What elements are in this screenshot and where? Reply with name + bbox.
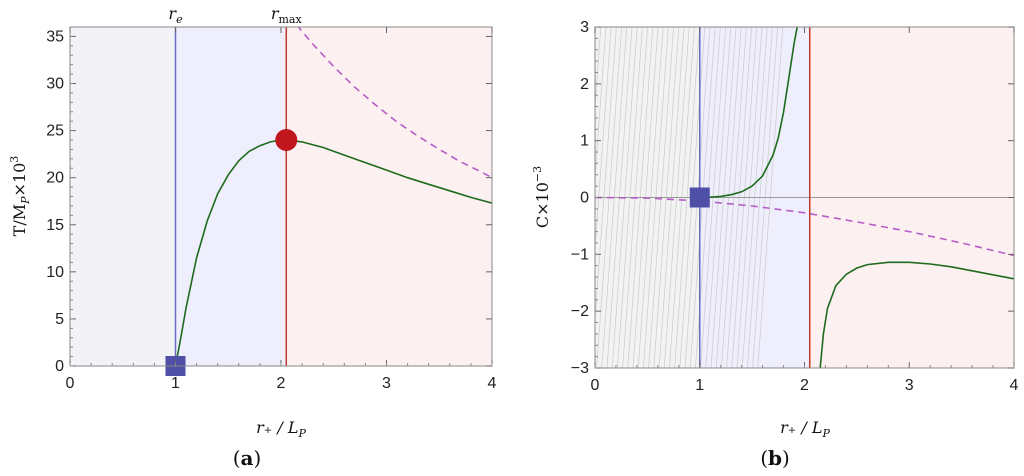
- x-tick-label: 1: [171, 375, 180, 392]
- panel-a-y-axis-label: T/MP×103: [8, 156, 32, 237]
- panel-b-y-axis-label: C×10−3: [531, 166, 552, 228]
- y-tick-label: 35: [46, 28, 64, 45]
- x-tick-label: 3: [905, 377, 914, 394]
- x-tick-label: 1: [695, 377, 704, 394]
- panel-a-circle-marker: [275, 129, 298, 151]
- y-tick-label: −3: [571, 360, 589, 377]
- panel-b: 0 1 2 3 4 −3 −2 −1 0 1 2 3 r₊ / LP C×10−3 (b): [531, 19, 1019, 470]
- panel-b-x-axis-label: r₊ / LP: [780, 418, 830, 440]
- x-tick-label: 2: [277, 375, 286, 392]
- panel-a-region-0: [70, 27, 176, 366]
- x-tick-label: 0: [66, 375, 75, 392]
- vline-label-1: rmax: [271, 4, 303, 26]
- x-tick-label: 2: [800, 377, 809, 394]
- panel-a: 0 1 2 3 4 0 5 10 15 20 25 30 35 re rmax r₊ / LP T/MP×…: [8, 4, 497, 470]
- x-tick-label: 4: [488, 375, 497, 392]
- y-tick-label: 30: [46, 76, 64, 93]
- x-tick-label: 4: [1010, 377, 1019, 394]
- y-tick-label: 3: [580, 19, 589, 36]
- hatch-line: [595, 27, 607, 183]
- x-tick-label: 0: [591, 377, 600, 394]
- y-tick-label: 15: [46, 217, 64, 234]
- y-tick-label: −1: [571, 246, 589, 263]
- y-tick-label: 2: [580, 76, 589, 93]
- panel-a-caption: (a): [233, 446, 262, 470]
- panel-b-caption: (b): [760, 446, 790, 470]
- y-tick-label: 10: [46, 264, 64, 281]
- panel-b-series-2: [595, 196, 1014, 257]
- panel-b-square-marker: [689, 187, 710, 208]
- panel-a-series-1: [297, 27, 492, 179]
- y-tick-label: 0: [55, 358, 64, 375]
- y-tick-label: −2: [571, 303, 589, 320]
- panel-b-series-0: [699, 27, 798, 199]
- x-tick-label: 3: [382, 375, 391, 392]
- panel-a-x-axis-label: r₊ / LP: [256, 418, 306, 440]
- y-tick-label: 0: [580, 190, 589, 207]
- panel-a-region-2: [286, 27, 492, 366]
- y-tick-label: 5: [55, 311, 64, 328]
- y-tick-label: 1: [580, 133, 589, 150]
- panel-b-series-1: [819, 261, 1014, 368]
- panel-a-region-1: [175, 27, 287, 366]
- y-tick-label: 20: [46, 170, 64, 187]
- y-tick-label: 25: [46, 123, 64, 140]
- vline-label-0: re: [168, 4, 183, 26]
